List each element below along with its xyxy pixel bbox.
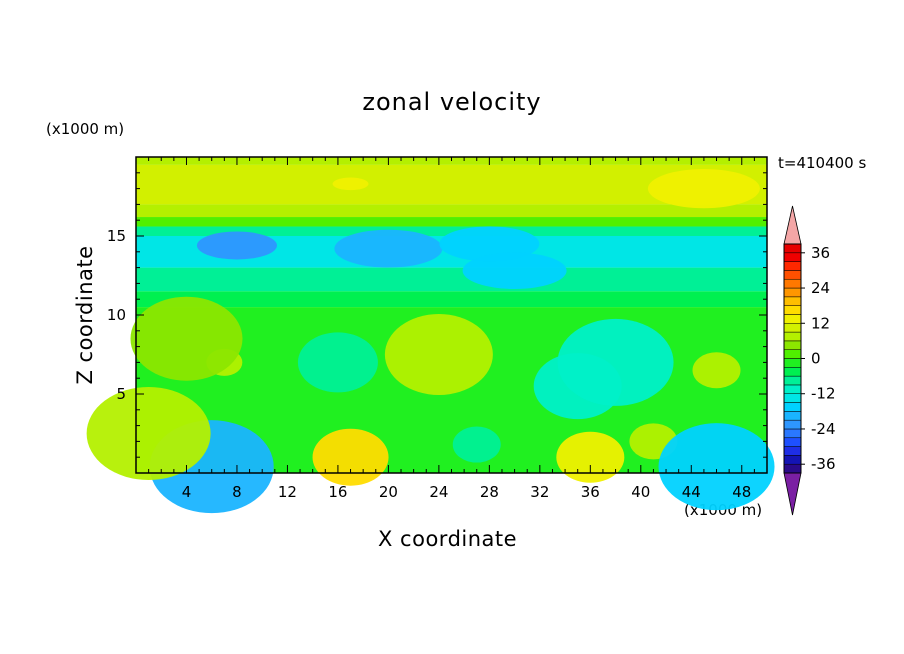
colorbar-box (783, 437, 802, 447)
colorbar: 36 24 12 0 -12 -24 -36 (783, 205, 836, 516)
colorbar-box (783, 296, 802, 306)
colorbar-box (783, 305, 802, 315)
colorbar-tick-label: 36 (811, 244, 830, 262)
colorbar-box (783, 331, 802, 342)
colorbar-box (783, 455, 802, 465)
time-label: t=410400 s (778, 154, 867, 172)
field-band-3 (136, 217, 767, 227)
x-tick-label: 40 (631, 483, 650, 501)
y-tick-label: 15 (107, 227, 126, 245)
colorbar-box (783, 278, 802, 289)
field-band-4 (136, 226, 767, 236)
chart-title: zonal velocity (362, 88, 542, 116)
x-tick-label: 4 (182, 483, 192, 501)
colorbar-frame (783, 243, 802, 474)
colorbar-box (783, 402, 802, 412)
colorbar-box (783, 287, 802, 298)
colorbar-box (783, 419, 802, 430)
colorbar-tick-label: -12 (811, 385, 836, 403)
field-blob-17 (658, 423, 775, 511)
x-axis: 4 8 12 16 20 24 28 32 36 40 44 48 (148, 157, 755, 501)
field-blob-19 (86, 387, 211, 480)
field-blob-18 (452, 426, 501, 463)
field-blob-2 (196, 231, 277, 260)
x-tick-label: 48 (732, 483, 751, 501)
colorbar-tick-label: 12 (811, 314, 830, 332)
colorbar-box (783, 358, 802, 368)
x-tick-label: 44 (682, 483, 701, 501)
colorbar-tick-label: 0 (811, 350, 821, 368)
field-blob-14 (556, 431, 625, 483)
field-blob-9 (384, 314, 493, 395)
y-axis: 5 10 15 (107, 172, 767, 458)
field-blob-0 (332, 177, 369, 191)
colorbar-box (783, 384, 802, 394)
y-tick-label: 5 (116, 385, 126, 403)
x-tick-label: 32 (530, 483, 549, 501)
x-tick-label: 16 (328, 483, 347, 501)
x-tick-label: 36 (581, 483, 600, 501)
x-tick-label: 20 (379, 483, 398, 501)
x-tick-label: 28 (480, 483, 499, 501)
colorbar-box (783, 393, 802, 403)
field-blob-7 (130, 296, 243, 381)
x-tick-label: 12 (278, 483, 297, 501)
colorbar-box (783, 463, 802, 474)
colorbar-box (783, 270, 802, 280)
field-blob-1 (647, 169, 760, 209)
x-tick-label: 24 (429, 483, 448, 501)
y-unit-label: (x1000 m) (46, 120, 125, 138)
colorbar-box (783, 261, 802, 271)
field-blob-13 (312, 428, 389, 486)
colorbar-box (783, 367, 802, 377)
colorbar-box (783, 323, 802, 333)
colorbar-box (783, 446, 802, 456)
colorbar-box (783, 340, 802, 350)
colorbar-tick-label: 24 (811, 279, 830, 297)
field-blob-12 (692, 352, 741, 389)
field-band-7 (136, 291, 767, 308)
colorbar-tick-label: -24 (811, 420, 836, 438)
colorbar-box (783, 375, 802, 386)
contour-field (86, 157, 775, 514)
colorbar-box (783, 428, 802, 439)
colorbar-box (783, 411, 802, 421)
field-blob-3 (334, 229, 443, 268)
x-axis-label: X coordinate (378, 527, 518, 551)
colorbar-box (783, 349, 802, 359)
colorbar-max-extension (783, 205, 802, 245)
y-tick-label: 10 (107, 306, 126, 324)
colorbar-box (783, 243, 802, 254)
colorbar-box (783, 252, 802, 262)
colorbar-tick-label: -36 (811, 455, 836, 473)
x-tick-label: 8 (232, 483, 242, 501)
field-blob-8 (297, 332, 378, 393)
field-band-6 (136, 267, 767, 292)
field-blob-5 (462, 252, 567, 289)
colorbar-min-extension (783, 472, 802, 516)
field-band-2 (136, 204, 767, 218)
colorbar-box (783, 314, 802, 324)
field-blob-11 (557, 318, 674, 406)
